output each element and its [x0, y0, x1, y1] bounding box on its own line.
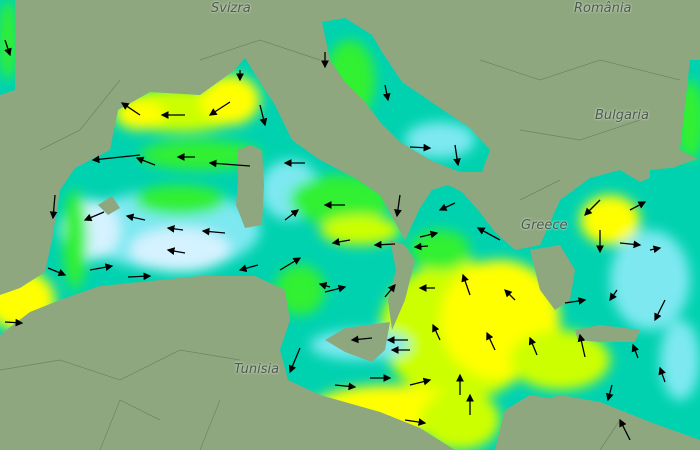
wind-arrow — [419, 230, 439, 239]
wind-arrow — [486, 331, 496, 351]
wind-arrow — [577, 333, 586, 358]
wind-arrow — [238, 264, 259, 273]
wind-arrow — [334, 382, 357, 391]
wind-arrow — [259, 104, 268, 127]
wind-arrow — [47, 267, 67, 277]
wind-arrow — [4, 39, 12, 57]
wind-arrow — [49, 194, 58, 220]
wind-arrow — [619, 418, 631, 441]
wind-arrow — [453, 144, 461, 167]
wind-arrow — [619, 240, 642, 249]
wind-arrow — [89, 263, 114, 271]
wind-arrow — [125, 213, 146, 222]
corsica-sardinia — [236, 145, 264, 228]
wind-arrow — [564, 297, 587, 305]
crete — [575, 325, 640, 342]
label-bulgaria: Bulgaria — [595, 108, 649, 123]
libya-bump — [495, 395, 575, 450]
wind-arrow — [279, 257, 302, 271]
wind-arrow — [288, 347, 301, 374]
borders — [0, 39, 681, 450]
wind-arrow — [404, 418, 427, 426]
wind-arrow — [166, 224, 184, 233]
wind-arrow — [208, 159, 251, 168]
wind-arrow — [658, 366, 666, 383]
wind-arrow — [166, 247, 186, 255]
wind-arrow — [384, 284, 396, 298]
label-tunisia: Tunisia — [234, 362, 280, 377]
wind-arrow — [201, 227, 226, 236]
wind-arrow — [631, 343, 639, 359]
wind-arrow — [318, 282, 331, 290]
wind-arrow — [4, 318, 24, 327]
wind-arrows — [4, 39, 666, 441]
wind-arrow — [127, 272, 152, 281]
wind-arrow — [324, 284, 347, 293]
wind-arrow — [654, 299, 666, 322]
wind-arrow — [284, 209, 300, 221]
wind-arrow — [373, 240, 396, 249]
wind-arrow — [409, 143, 432, 152]
wind-arrow — [382, 84, 391, 102]
wind-arrow — [476, 227, 501, 241]
label-romania: România — [574, 1, 632, 16]
wind-arrow — [461, 273, 471, 296]
wind-arrow — [528, 336, 538, 356]
wind-arrow — [605, 384, 614, 402]
wind-arrow — [413, 242, 429, 251]
label-switzerland: Svizra — [211, 1, 251, 16]
wind-arrow — [629, 201, 647, 211]
wind-arrow — [331, 238, 351, 246]
wind-arrow — [609, 289, 618, 302]
wind-arrow — [350, 335, 373, 344]
label-greece: Greece — [521, 218, 568, 233]
wind-arrow — [409, 377, 432, 386]
wind-arrow — [91, 154, 141, 164]
wind-arrow — [432, 323, 441, 341]
wind-arrow — [83, 211, 105, 222]
wind-arrow — [208, 101, 231, 116]
wind-arrow — [438, 202, 456, 211]
wind-arrow — [394, 194, 402, 218]
wind-arrow — [649, 245, 662, 254]
wind-arrow — [504, 289, 516, 301]
mallorca — [98, 196, 120, 215]
peloponnese — [530, 245, 575, 310]
wind-arrow — [584, 199, 601, 216]
wind-arrow — [135, 156, 156, 166]
italy-toe — [388, 240, 415, 330]
wind-arrow — [120, 102, 141, 116]
